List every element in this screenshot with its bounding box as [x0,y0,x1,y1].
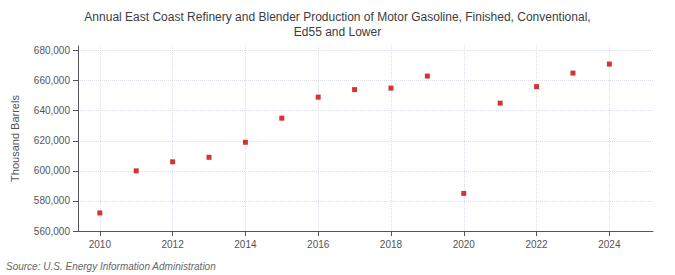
svg-text:680,000: 680,000 [34,45,71,56]
svg-text:2020: 2020 [453,239,476,250]
svg-text:2010: 2010 [89,239,112,250]
svg-text:2014: 2014 [234,239,257,250]
svg-text:580,000: 580,000 [34,195,71,206]
svg-text:2018: 2018 [380,239,403,250]
svg-text:620,000: 620,000 [34,135,71,146]
svg-text:Annual East Coast Refinery and: Annual East Coast Refinery and Blender P… [84,10,590,24]
svg-text:2024: 2024 [598,239,621,250]
svg-text:Ed55 and Lower: Ed55 and Lower [294,25,381,39]
svg-text:640,000: 640,000 [34,105,71,116]
svg-text:2016: 2016 [307,239,330,250]
svg-text:2012: 2012 [161,239,184,250]
svg-text:660,000: 660,000 [34,75,71,86]
svg-text:2022: 2022 [525,239,548,250]
svg-text:Source: U.S. Energy Informatio: Source: U.S. Energy Information Administ… [6,261,216,272]
svg-text:Thousand Barrels: Thousand Barrels [9,95,21,182]
svg-text:600,000: 600,000 [34,165,71,176]
svg-text:560,000: 560,000 [34,226,71,237]
